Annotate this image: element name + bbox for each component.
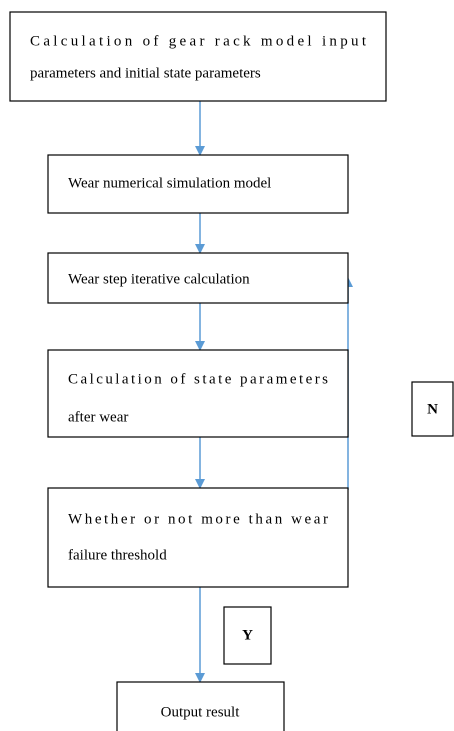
label-yes: Y bbox=[242, 627, 253, 643]
output-box bbox=[116, 681, 285, 731]
label-box bbox=[223, 606, 272, 665]
box-text: Output result bbox=[161, 704, 241, 720]
process-box bbox=[9, 11, 387, 102]
box-text: Wear numerical simulation model bbox=[68, 175, 271, 191]
process-box bbox=[47, 154, 349, 214]
process-box bbox=[47, 349, 349, 438]
process-box bbox=[47, 252, 349, 304]
label-box bbox=[411, 381, 454, 437]
box-text: parameters and initial state parameters bbox=[30, 65, 261, 81]
decision-box bbox=[47, 487, 349, 588]
label-no: N bbox=[427, 401, 438, 417]
box-text: Calculation of state parameters bbox=[68, 371, 328, 387]
box-text: failure threshold bbox=[68, 547, 167, 563]
box-text: after wear bbox=[68, 409, 128, 425]
box-text: Wear step iterative calculation bbox=[68, 271, 250, 287]
